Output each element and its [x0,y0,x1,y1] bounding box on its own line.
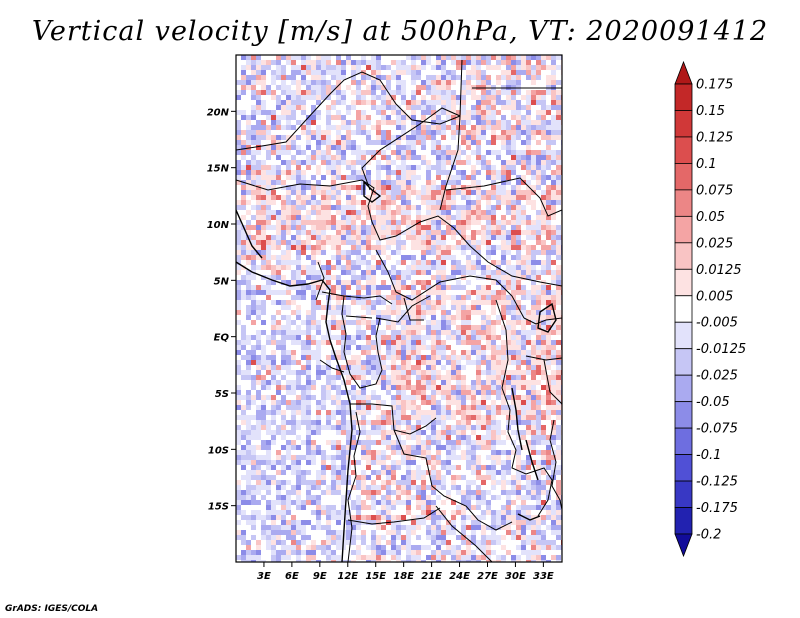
lat-tick-label: 15S [208,502,229,513]
lon-tick-label: 18E [393,571,414,582]
lon-tick-label: 21E [421,571,442,582]
colorbar-box [674,242,693,270]
colorbar-box [674,374,693,403]
colorbar-box [674,189,693,217]
colorbar-label: 0.15 [696,104,725,119]
border-line [375,295,431,323]
credit-label: GrADS: IGES/COLA [5,604,99,614]
border-line [341,295,383,389]
lon-tick-label: 9E [313,571,327,582]
border-line [403,297,424,321]
lat-tick-label: 10N [207,220,230,231]
lat-tick-label: 15N [207,164,230,175]
lon-tick-label: 33E [533,571,554,582]
lon-tick-label: 15E [365,571,386,582]
border-line [236,59,463,151]
lat-tick-label: 5S [215,389,229,400]
colorbar-bottom-arrow [674,533,693,558]
border-line [375,249,525,319]
lon-tick-label: 30E [505,571,526,582]
chart-title: Vertical velocity [m/s] at 500hPa, VT: 2… [31,16,769,47]
colorbar-box [674,480,693,508]
country-borders [236,59,562,562]
colorbar-box [674,163,693,191]
colorbar-label: 0.0125 [696,263,742,278]
border-line [321,291,393,305]
colorbar-label: -0.125 [696,475,738,490]
colorbar-label: -0.175 [696,501,738,516]
colorbar-box [674,295,693,323]
colorbar-label: 0.175 [696,78,733,93]
border-line [549,419,562,511]
lat-tick-label: 10S [208,445,229,456]
lon-tick-label: 3E [257,571,271,582]
colorbar-label: -0.005 [696,316,738,331]
colorbar-box [674,454,693,482]
border-line [345,315,373,319]
lat-tick-label: EQ [214,333,230,344]
border-line [361,107,461,211]
colorbar-label: -0.05 [696,395,730,410]
coast-line [236,209,263,259]
colorbar-box [674,83,693,111]
border-line [393,429,513,531]
border-line [435,505,493,562]
border-line [315,261,325,301]
colorbar-box [674,348,693,376]
colorbar-label: -0.025 [696,369,738,384]
lat-tick-label: 20N [207,107,230,118]
lake-outline [525,439,539,481]
coast-line [236,261,353,562]
border-line [445,177,562,217]
colorbar-label: 0.125 [696,130,733,145]
border-line [523,317,562,325]
lat-tick-label: 5N [214,276,230,287]
border-line [347,507,441,525]
colorbar-box [674,427,693,455]
colorbar-box [674,110,693,138]
longitude-axis: 3E 6E 9E 12E 15E 18E 21E 24E 27E 30E 33E [257,562,554,582]
border-line [236,179,562,287]
colorbar-label: 0.075 [696,183,733,198]
map-frame [235,54,563,563]
border-line [495,299,553,517]
lake-outline [537,302,557,333]
lake-outline [511,387,523,451]
coastline [236,180,557,562]
lon-tick-label: 24E [449,571,470,582]
colorbar-label: -0.1 [696,448,721,463]
lake-outline [517,513,541,521]
lake-outline [363,180,382,203]
colorbar-box [674,507,693,535]
colorbar-label: -0.075 [696,422,738,437]
colorbar-label: -0.0125 [696,342,746,357]
latitude-axis: 20N 15N 10N 5N EQ 5S 10S 15S [207,107,236,513]
colorbar-box [674,401,693,429]
lon-tick-label: 6E [285,571,299,582]
colorbar-box [674,321,693,350]
colorbar-label: 0.1 [696,157,717,172]
border-line [525,355,562,361]
colorbar-top-arrow [674,60,693,85]
colorbar-label: -0.2 [696,528,721,543]
colorbar-box [674,215,693,244]
colorbar-label: 0.05 [696,210,725,225]
colorbar-box [674,268,693,297]
border-line [543,359,562,405]
colorbar-label: 0.025 [696,236,733,251]
lon-tick-label: 27E [477,571,498,582]
lon-tick-label: 12E [337,571,358,582]
border-line [347,411,361,562]
colorbar-box [674,136,693,164]
colorbar-label: 0.005 [696,289,733,304]
